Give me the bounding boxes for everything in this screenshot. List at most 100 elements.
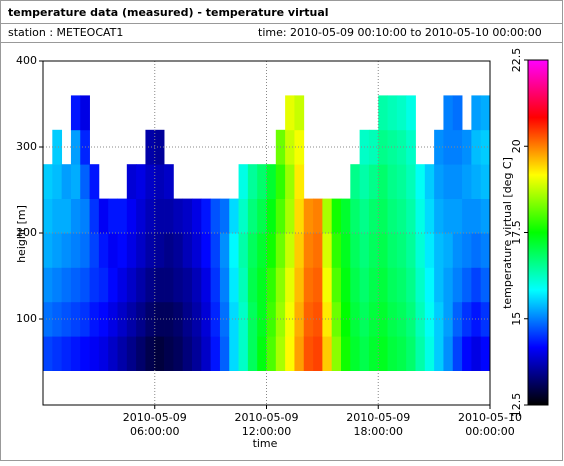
heat-cell <box>210 336 221 371</box>
heat-cell <box>89 336 100 371</box>
heat-cell <box>331 336 342 371</box>
heat-cell <box>154 129 165 165</box>
colorbar-tick-label: 20 <box>510 139 523 153</box>
heat-cell <box>275 267 286 303</box>
heat-cell <box>424 301 435 337</box>
heat-cell <box>80 95 90 131</box>
heat-cell <box>294 129 305 165</box>
heat-cell <box>303 198 314 234</box>
heat-cell <box>145 164 156 199</box>
heat-cell <box>415 233 426 268</box>
heat-cell <box>480 95 491 131</box>
heat-cell <box>52 336 63 371</box>
heat-cell <box>396 336 407 371</box>
heat-cell <box>108 198 118 234</box>
x-tick-label: 18:00:00 <box>354 425 403 438</box>
heat-cell <box>61 164 72 199</box>
colorbar-label: temperature virtual [deg C] <box>501 157 514 309</box>
heat-cell <box>173 336 184 371</box>
heat-cell <box>108 267 118 303</box>
heat-cell <box>480 164 491 199</box>
heat-cell <box>61 198 72 234</box>
heat-cell <box>275 164 286 199</box>
heat-cell <box>434 129 444 165</box>
heat-cell <box>285 233 295 268</box>
heat-cell <box>378 336 388 371</box>
plot-frame <box>42 60 491 406</box>
heat-cell <box>238 267 249 303</box>
heat-cell <box>341 267 351 303</box>
heat-cell <box>406 233 416 268</box>
heat-cell <box>52 301 63 337</box>
colorbar-tick-label: 17.5 <box>510 220 523 245</box>
heat-cell <box>145 198 156 234</box>
heat-cell <box>192 267 202 303</box>
heat-cell <box>136 301 146 337</box>
heat-cell <box>406 336 416 371</box>
heat-cell <box>89 267 100 303</box>
heat-cell <box>80 198 90 234</box>
heat-cell <box>424 336 435 371</box>
heat-cell <box>201 336 212 371</box>
heat-cell <box>378 267 388 303</box>
heat-cell <box>285 164 295 199</box>
heat-cell <box>368 233 379 268</box>
heat-cell <box>480 336 491 371</box>
heat-cell <box>387 336 398 371</box>
heat-cell <box>378 164 388 199</box>
heat-cell <box>108 301 118 337</box>
heat-cell <box>294 267 305 303</box>
heat-cell <box>322 267 333 303</box>
heat-cell <box>52 164 63 199</box>
heat-cell <box>294 198 305 234</box>
heat-cell <box>313 336 323 371</box>
heat-cell <box>462 233 472 268</box>
heat-cell <box>266 336 277 371</box>
heat-cell <box>275 336 286 371</box>
heat-cell <box>126 301 137 337</box>
heat-cell <box>471 301 482 337</box>
heat-cell <box>452 95 463 131</box>
x-axis-label: time <box>253 437 278 450</box>
heat-cell <box>238 336 249 371</box>
heat-cell <box>471 267 482 303</box>
heat-cell <box>387 198 398 234</box>
heat-cell <box>52 129 63 165</box>
heat-cell <box>43 267 53 303</box>
heat-cell <box>43 301 53 337</box>
heat-cell <box>98 198 109 234</box>
heat-cell <box>70 301 81 337</box>
heat-cell <box>182 233 193 268</box>
heat-cell <box>108 233 118 268</box>
heat-cell <box>368 336 379 371</box>
heat-cell <box>462 198 472 234</box>
heat-cell <box>164 164 174 199</box>
heat-cell <box>210 233 221 268</box>
heat-cell <box>359 164 370 199</box>
heat-cell <box>322 336 333 371</box>
heat-cell <box>359 336 370 371</box>
colorbar <box>527 59 549 406</box>
heat-cell <box>434 301 444 337</box>
heat-cell <box>52 198 63 234</box>
heat-cell <box>303 301 314 337</box>
heat-cell <box>359 198 370 234</box>
heat-cell <box>322 233 333 268</box>
heat-cell <box>294 164 305 199</box>
heat-cell <box>136 336 146 371</box>
heat-cell <box>368 198 379 234</box>
heat-cell <box>350 233 361 268</box>
heat-cell <box>117 336 128 371</box>
heat-cell <box>341 233 351 268</box>
heat-cell <box>154 267 165 303</box>
heat-cell <box>387 129 398 165</box>
heat-cell <box>462 267 472 303</box>
heat-cell <box>266 164 277 199</box>
heat-cell <box>257 233 267 268</box>
heat-cell <box>164 267 174 303</box>
heat-cell <box>359 233 370 268</box>
heat-cell <box>396 95 407 131</box>
colorbar-tick-label: 22.5 <box>510 48 523 73</box>
heat-cell <box>219 198 230 234</box>
heat-cell <box>368 164 379 199</box>
